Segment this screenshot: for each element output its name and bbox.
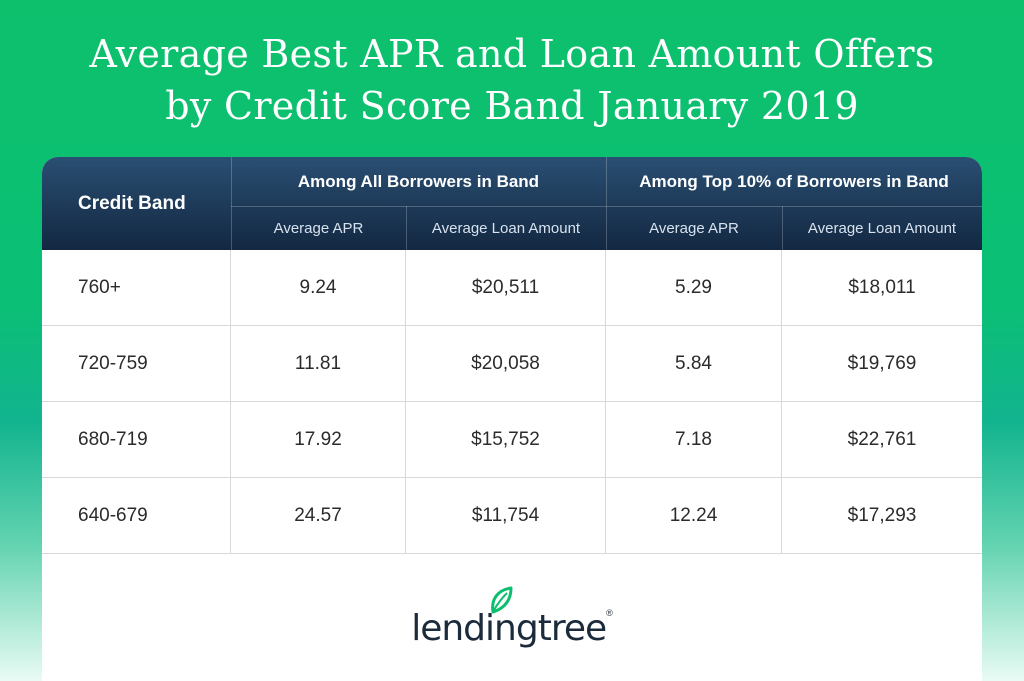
cell-credit-band: 640-679 [42,478,231,554]
chart-title-line-2: by Credit Score Band January 2019 [165,84,859,128]
header-divider [606,157,607,250]
cell-top-apr: 7.18 [606,402,782,478]
table-header: Credit Band Among All Borrowers in Band … [42,157,982,250]
chart-title: Average Best APR and Loan Amount Offers … [0,28,1024,132]
header-divider [406,206,407,250]
cell-all-loan: $20,511 [406,250,606,326]
cell-credit-band: 760+ [42,250,231,326]
registered-mark: ® [606,608,613,618]
cell-all-apr: 9.24 [231,250,406,326]
header-average-apr-all: Average APR [273,219,364,237]
cell-top-loan: $19,769 [847,353,917,374]
header-divider [231,206,982,207]
cell-all-apr: 11.81 [231,326,406,402]
logo-wrap: lendingtree® [411,586,613,649]
chart-title-line-1: Average Best APR and Loan Amount Offers [89,32,935,76]
cell-top-loan: $17,293 [847,505,917,526]
header-average-apr-top: Average APR [649,219,739,237]
header-divider [782,206,783,250]
cell-top-apr: 5.84 [606,326,782,402]
lendingtree-logo: lendingtree® [42,586,982,649]
cell-credit-band: 680-719 [42,402,231,478]
header-group-all-borrowers: Among All Borrowers in Band [297,171,540,191]
logo-wordmark: lendingtree [411,608,607,649]
cell-all-loan: $11,754 [406,478,606,554]
cell-all-apr: 24.57 [231,478,406,554]
cell-top-loan: $18,011 [848,277,916,298]
cell-all-loan: $15,752 [406,402,606,478]
table-row: 640-679 24.57 $11,754 12.24 $17,293 [42,478,982,554]
cell-top-apr: 5.29 [606,250,782,326]
cell-credit-band: 720-759 [42,326,231,402]
header-credit-band: Credit Band [78,192,186,214]
header-average-loan-all: Average Loan Amount [431,219,581,237]
table-card: Credit Band Among All Borrowers in Band … [42,157,982,681]
header-group-top-borrowers: Among Top 10% of Borrowers in Band [639,171,949,191]
cell-top-apr: 12.24 [606,478,782,554]
header-divider [231,157,232,250]
header-average-loan-top: Average Loan Amount [807,219,957,237]
table-row: 680-719 17.92 $15,752 7.18 $22,761 [42,402,982,478]
cell-all-apr: 17.92 [231,402,406,478]
leaf-icon [491,586,513,614]
cell-all-loan: $20,058 [406,326,606,402]
table-row: 720-759 11.81 $20,058 5.84 $19,769 [42,326,982,402]
table-row: 760+ 9.24 $20,511 5.29 $18,011 [42,250,982,326]
cell-top-loan: $22,761 [847,429,917,450]
